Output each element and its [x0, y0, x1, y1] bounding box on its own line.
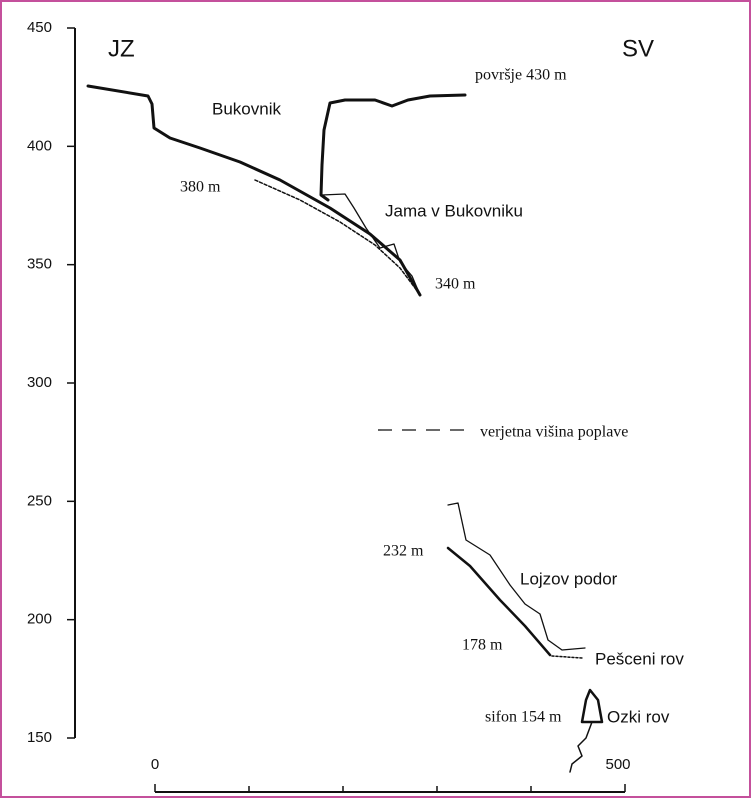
y-tick-label: 300 — [27, 374, 52, 391]
scale-label: 0 — [151, 756, 159, 773]
y-tick-label: 450 — [27, 19, 52, 36]
narrow-passage — [569, 721, 593, 773]
label: Pešceni rov — [595, 649, 684, 668]
label: 380 m — [180, 179, 221, 196]
label: 232 m — [383, 543, 424, 560]
lower-cave-roof — [447, 502, 586, 651]
label: Jama v Bukovniku — [385, 201, 523, 220]
y-tick-label: 400 — [27, 137, 52, 154]
lower-cave-floor — [446, 546, 552, 657]
label: 340 m — [435, 276, 476, 293]
scale-label: 500 — [605, 756, 630, 773]
label: sifon 154 m — [485, 709, 562, 726]
label: verjetna višina poplave — [480, 424, 628, 441]
label: SV — [622, 35, 654, 62]
label: JZ — [108, 35, 135, 62]
surface-ridge — [319, 93, 467, 202]
label: Bukovnik — [212, 99, 281, 118]
label: Ozki rov — [607, 707, 670, 726]
sand-passage — [551, 655, 583, 659]
label: 178 m — [462, 637, 503, 654]
label: Lojzov podor — [520, 569, 618, 588]
label: površje 430 m — [475, 67, 567, 84]
y-tick-label: 250 — [27, 492, 52, 509]
surface-profile — [86, 84, 422, 297]
y-tick-label: 150 — [27, 729, 52, 746]
scale-ticks — [154, 784, 626, 792]
y-tick-label: 200 — [27, 611, 52, 628]
upper-cave-roof — [321, 193, 421, 296]
passage-floor — [254, 179, 419, 293]
y-tick-label: 350 — [27, 256, 52, 273]
siphon — [580, 688, 604, 724]
